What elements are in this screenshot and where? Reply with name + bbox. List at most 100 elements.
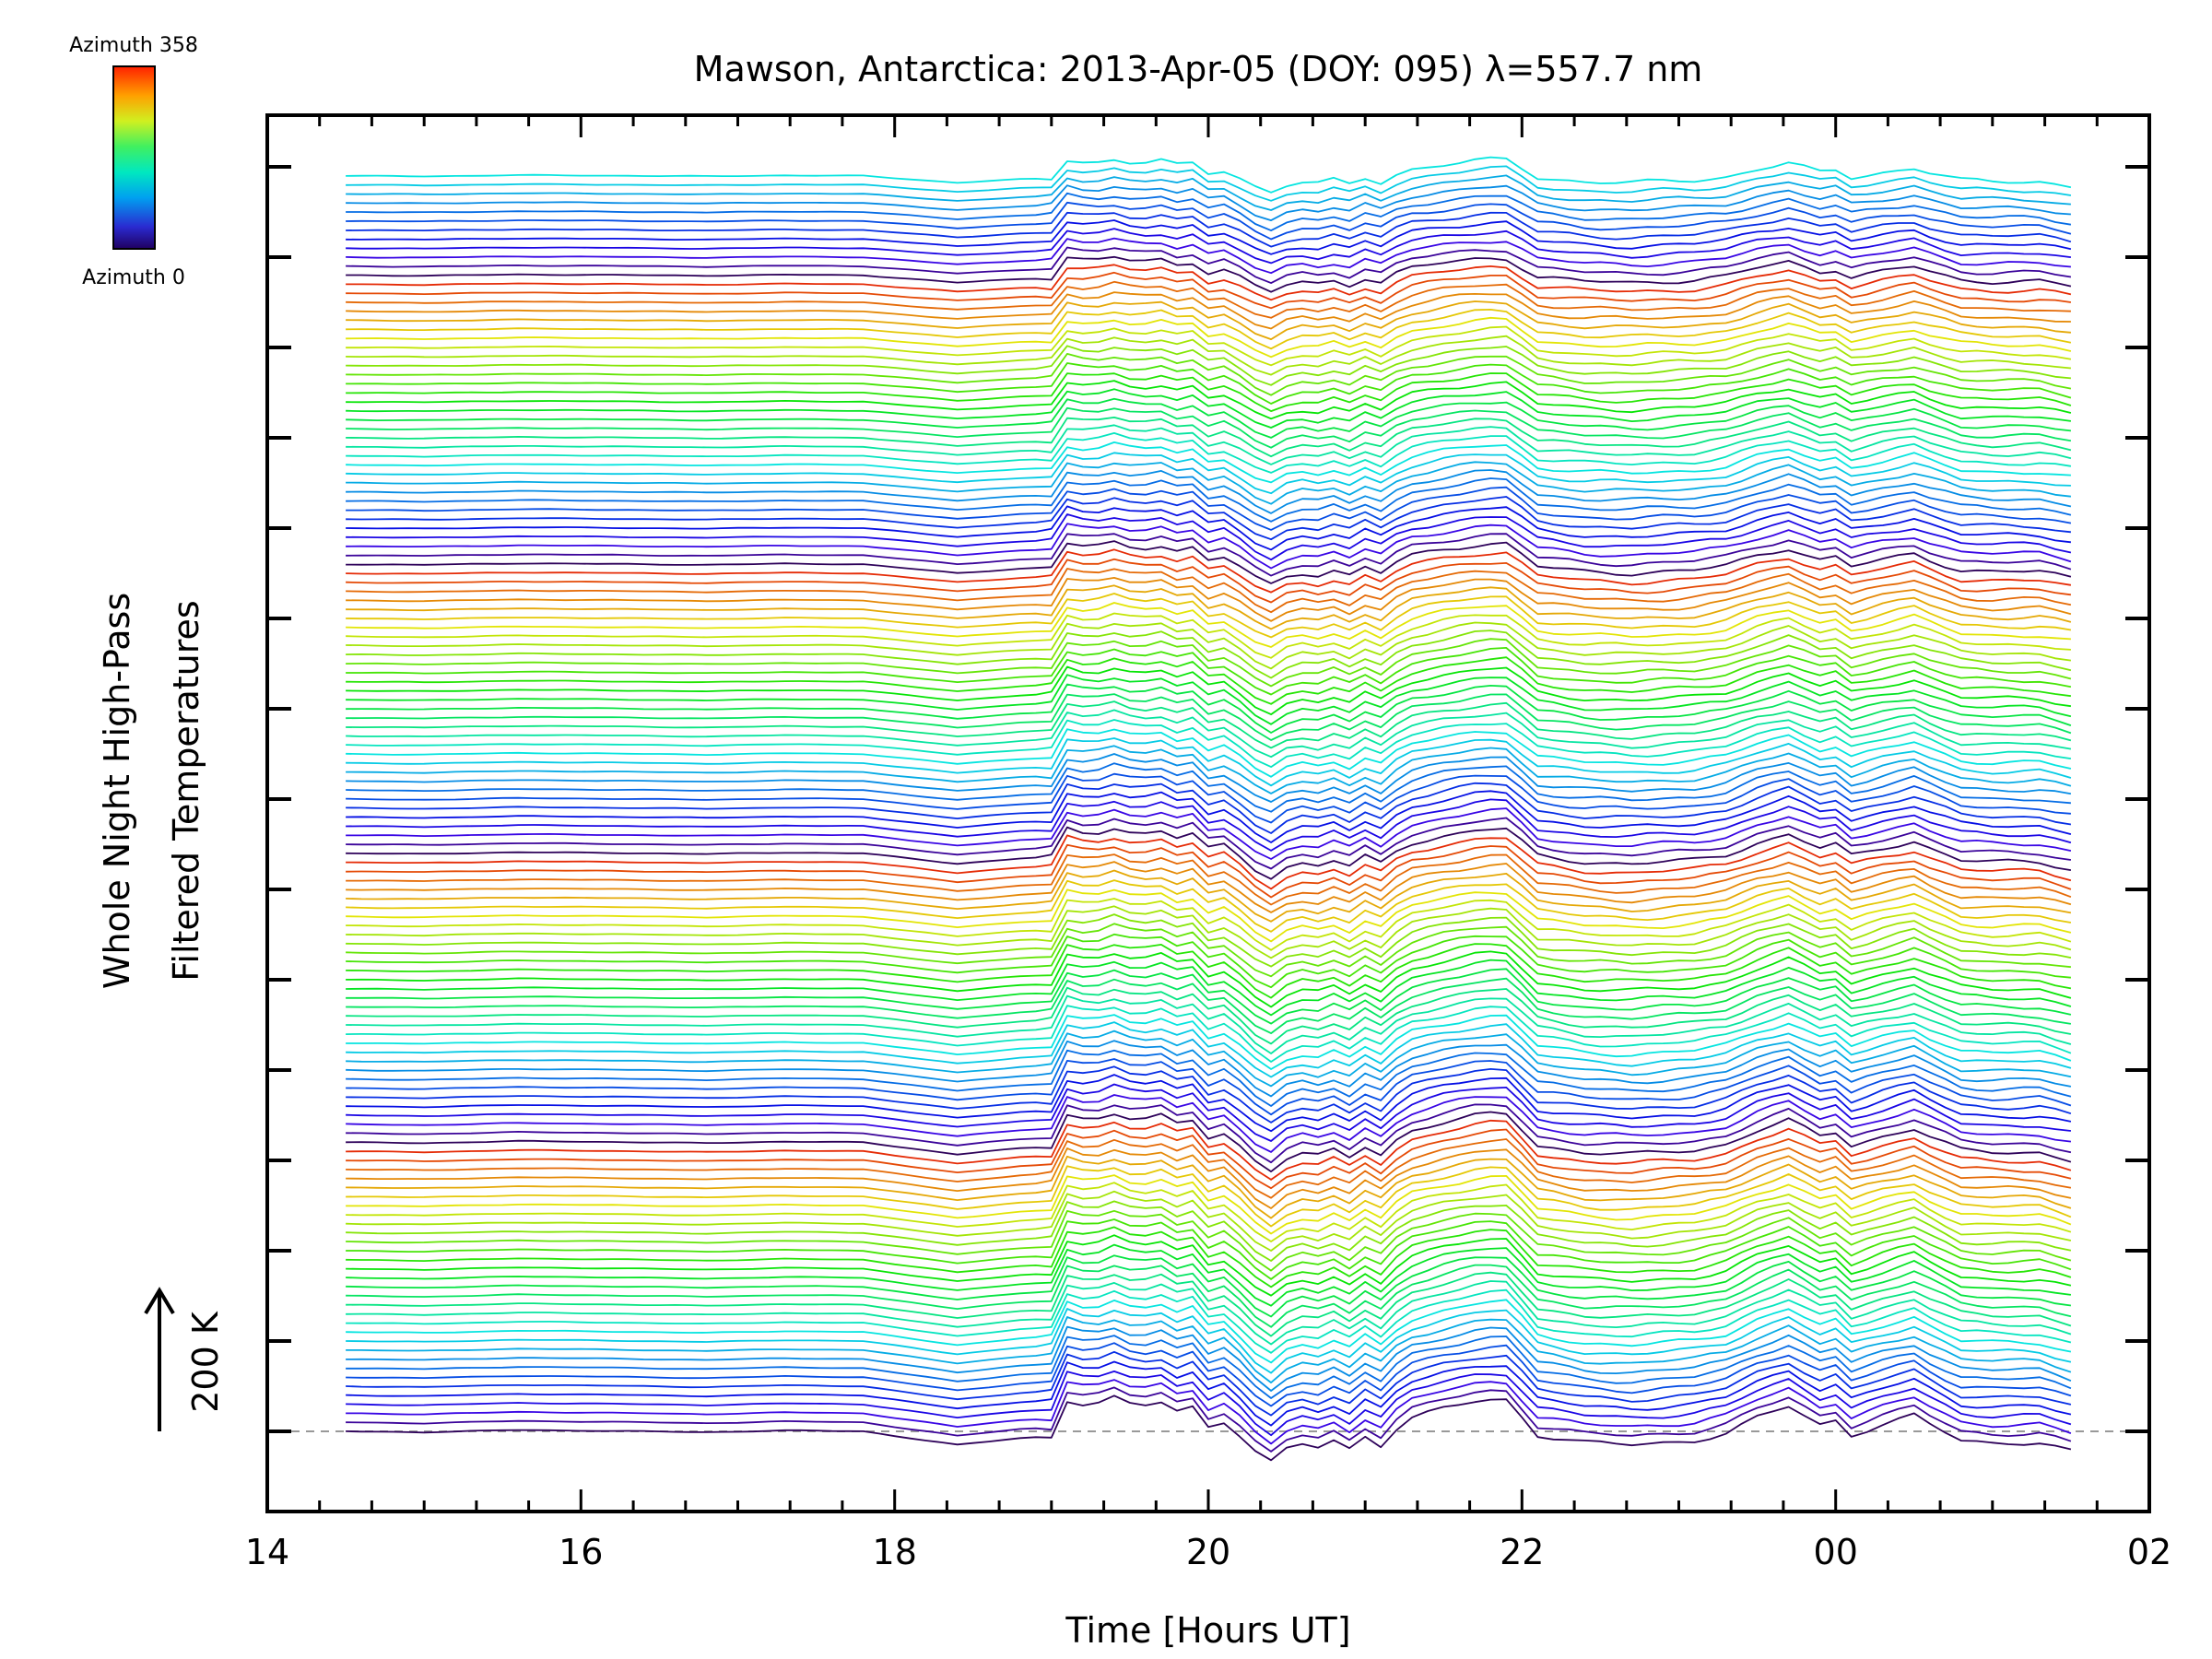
temperature-series-line: [346, 888, 2072, 943]
temperature-series-line: [346, 913, 2072, 968]
temperature-series-line: [346, 994, 2072, 1054]
temperature-series-line: [346, 316, 2072, 359]
temperature-series-line: [346, 156, 2072, 194]
temperature-series-line: [346, 584, 2072, 630]
temperature-series-line: [346, 1074, 2072, 1133]
colorbar-top-label: Azimuth 358: [69, 34, 198, 57]
temperature-series-line: [346, 1316, 2072, 1383]
temperature-series-line: [346, 558, 2072, 604]
temperature-series-line: [346, 1094, 2072, 1153]
temperature-series-line: [346, 1299, 2072, 1364]
temperature-series-line: [346, 452, 2071, 495]
temperature-series-line: [346, 950, 2072, 1008]
temperature-series-line: [346, 807, 2072, 860]
temperature-series-line: [346, 782, 2072, 834]
temperature-series-line: [346, 826, 2072, 880]
temperature-series-line: [346, 540, 2072, 584]
temperature-series-line: [346, 1049, 2072, 1107]
temperature-series-line: [346, 1308, 2072, 1374]
temperature-series-line: [346, 629, 2072, 679]
temperature-series-line: [346, 533, 2072, 577]
azimuth-colorbar: Azimuth 358 Azimuth 0: [69, 34, 198, 289]
temperature-series-line: [346, 255, 2072, 293]
temperature-series-line: [346, 1174, 2072, 1235]
temperature-series-line: [346, 1083, 2071, 1142]
temperature-series-line: [346, 228, 2072, 265]
x-tick-label: 02: [2127, 1532, 2171, 1572]
temperature-series-line: [346, 505, 2071, 551]
temperature-series-line: [346, 737, 2072, 787]
temperature-series-line: [346, 441, 2071, 484]
temperature-series-line: [346, 986, 2072, 1045]
scale-bar-arrow-head: [144, 1287, 175, 1315]
temperature-series-line: [346, 719, 2072, 768]
y-axis-ticks: [267, 165, 2149, 1433]
temperature-series-line: [346, 211, 2072, 248]
temperature-series-line: [346, 665, 2072, 715]
temperature-series-line: [346, 568, 2072, 614]
temperature-series-line: [346, 486, 2072, 531]
x-tick-label: 18: [873, 1532, 917, 1572]
temperature-series-line: [346, 1182, 2072, 1242]
temperature-series-line: [346, 165, 2072, 202]
temperature-series-line: [346, 621, 2072, 670]
temperature-series-line: [346, 1138, 2072, 1199]
temperature-series-line: [346, 380, 2072, 420]
temperature-series-line: [346, 905, 2072, 959]
temperature-series-line: [346, 1155, 2072, 1219]
colorbar-gradient: [112, 65, 156, 250]
temperature-series-line: [346, 397, 2071, 439]
x-axis-ticks: [265, 115, 2151, 1512]
temperature-series-line: [346, 264, 2072, 301]
temperature-series-line: [346, 1165, 2072, 1228]
temperature-series-line: [346, 548, 2072, 594]
temperature-series-line: [346, 1288, 2072, 1354]
temperature-series-line: [346, 1234, 2072, 1297]
temperature-series-line: [346, 977, 2072, 1034]
temperature-series-line: [346, 1243, 2072, 1307]
temperature-series-line: [346, 1190, 2072, 1252]
temperature-series-line: [346, 431, 2072, 474]
temperature-series-line: [346, 406, 2072, 449]
temperature-series-line: [346, 1226, 2072, 1288]
temperature-series-line: [346, 477, 2072, 523]
temperature-series-line: [346, 943, 2072, 999]
temperature-series-line: [346, 201, 2072, 241]
temperature-series-line: [346, 1014, 2072, 1070]
temperature-series-line: [346, 174, 2071, 211]
temperature-series-line: [346, 772, 2071, 824]
x-tick-label: 20: [1186, 1532, 1230, 1572]
temperature-series-line: [346, 1040, 2072, 1098]
temperature-series-line: [346, 1350, 2072, 1417]
temperature-series-line: [346, 728, 2072, 778]
temperature-series-line: [346, 1371, 2072, 1437]
temperature-series-line: [346, 612, 2071, 659]
temperature-series-line: [346, 237, 2071, 275]
temperature-series-line: [346, 638, 2072, 688]
temperature-series-line: [346, 1111, 2072, 1172]
temperature-series-line: [346, 469, 2072, 514]
temperature-series-line: [346, 693, 2072, 741]
temperature-series-line: [346, 300, 2071, 341]
scale-bar: 200 K: [144, 1287, 226, 1431]
temperature-series-line: [346, 861, 2072, 913]
temperature-series-line: [346, 923, 2071, 978]
temperature-series-line: [346, 1386, 2072, 1453]
x-tick-label: 22: [1500, 1532, 1544, 1572]
temperature-series-line: [346, 959, 2072, 1017]
x-tick-label: 16: [559, 1532, 603, 1572]
temperature-series-line: [346, 1058, 2072, 1116]
temperature-series-line: [346, 1335, 2072, 1399]
temperature-series-line: [346, 1021, 2072, 1078]
temperature-series-line: [346, 602, 2071, 648]
temperature-series-line: [346, 352, 2072, 396]
temperature-series-line: [346, 291, 2071, 330]
temperature-series-line: [346, 853, 2072, 906]
temperature-series-line: [346, 1209, 2072, 1272]
temperature-series-line: [346, 879, 2072, 933]
temperature-series-line: [346, 647, 2072, 696]
temperature-series-line: [346, 362, 2072, 405]
temperature-series-line: [346, 753, 2072, 803]
temperature-series-line: [346, 683, 2072, 734]
